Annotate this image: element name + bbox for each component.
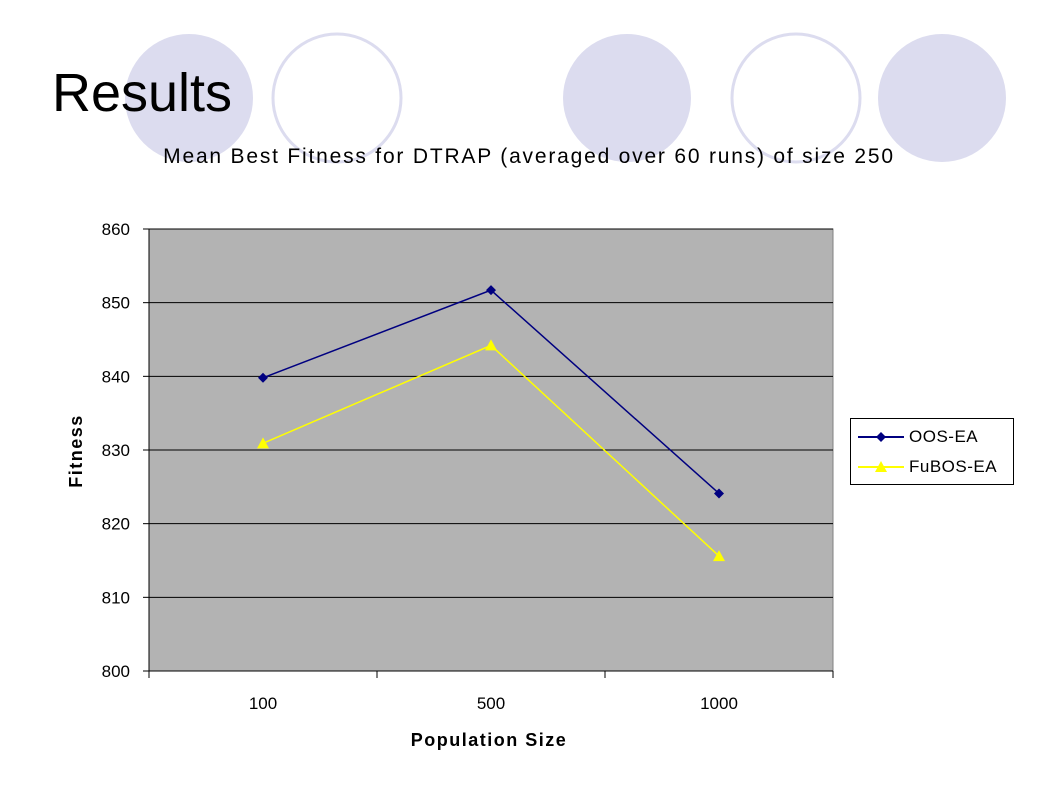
legend-item-series-2: FuBOS-EA [851,455,1015,479]
legend-marker-diamond [856,425,908,449]
legend-item-series-1: OOS-EA [851,425,1015,449]
x-axis-label: Population Size [411,730,568,750]
y-tick-label: 840 [102,367,130,386]
y-tick-label: 810 [102,588,130,607]
x-tick-label: 1000 [700,694,738,713]
y-tick-label: 830 [102,441,130,460]
y-tick-label: 820 [102,515,130,534]
x-tick-label: 100 [249,694,277,713]
legend-label: FuBOS-EA [909,457,997,477]
plot-area: 800 810 820 830 840 850 860 100 500 1000 [102,220,833,713]
y-axis-label: Fitness [66,414,86,488]
chart-legend: OOS-EA FuBOS-EA [850,418,1014,485]
y-tick-label: 800 [102,662,130,681]
legend-label: OOS-EA [909,427,978,447]
x-tick-label: 500 [477,694,505,713]
y-tick-label: 860 [102,220,130,239]
legend-marker-triangle [856,455,908,479]
y-tick-label: 850 [102,294,130,313]
